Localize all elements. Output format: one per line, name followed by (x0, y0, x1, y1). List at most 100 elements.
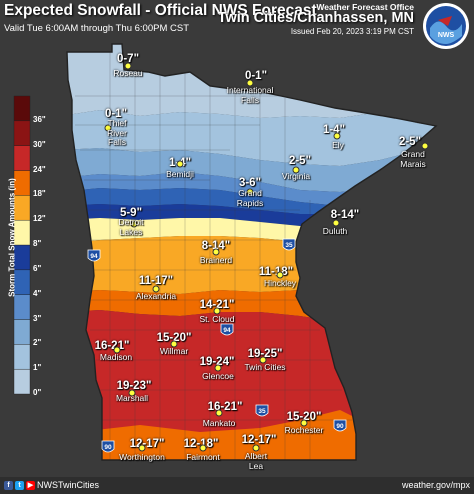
website-link[interactable]: weather.gov/mpx (401, 480, 470, 490)
city-dot (332, 219, 340, 227)
youtube-icon[interactable]: ▶ (26, 480, 35, 490)
snow-amount-label: 0-1" (104, 108, 128, 120)
snow-amount-label: 12-18" (184, 438, 219, 450)
city-label: Mankato (202, 418, 236, 428)
city-dot (213, 307, 221, 315)
snow-amount-label: 12-17" (129, 438, 165, 450)
city-dot (176, 160, 184, 168)
nws-logo-text: NWS (438, 32, 455, 39)
city-label: Albert Lea (244, 451, 268, 471)
snow-amount-label: 19-24" (199, 356, 235, 368)
legend-label: 30" (33, 139, 46, 149)
snow-amount-label: 8-14" (201, 240, 231, 252)
city-label: Twin Cities (244, 362, 286, 372)
city-dot (333, 132, 341, 140)
city-label: Glencoe (202, 371, 234, 381)
legend-label: 12" (33, 214, 46, 224)
snow-amount-label: 5-9" (119, 207, 143, 219)
city-label: Willmar (159, 346, 189, 356)
interstate-shield: 35 (282, 238, 296, 251)
city-label: Rochester (284, 425, 324, 435)
legend-title: Storm Total Snow Amounts (in) (7, 178, 17, 297)
valid-period: Valid Tue 6:00AM through Thu 6:00PM CST (4, 23, 189, 34)
city-dot (128, 389, 136, 397)
snow-amount-label: 2-5" (398, 136, 422, 148)
city-label: Bemidji (166, 169, 194, 179)
city-dot (246, 79, 254, 87)
legend-label: 3" (33, 313, 42, 323)
legend-swatch (13, 319, 31, 345)
city-label: Virginia (281, 171, 311, 181)
snow-zone-2-3 (67, 148, 436, 192)
city-label: Grand Marais (400, 149, 426, 169)
snow-amount-label: 0-7" (116, 53, 140, 65)
svg-text:94: 94 (90, 253, 98, 260)
city-dot (292, 166, 300, 174)
legend-label: 2" (33, 338, 42, 348)
twitter-icon[interactable]: t (15, 480, 24, 490)
snow-amount-label: 16-21" (207, 401, 243, 413)
city-label: Roseau (113, 68, 143, 78)
legend-label: 8" (33, 239, 42, 248)
interstate-shield: 35 (255, 404, 269, 417)
city-dot (170, 340, 178, 348)
city-dot (130, 220, 138, 228)
city-dot (276, 271, 284, 279)
interstate-shield: 94 (220, 323, 234, 336)
legend-swatch (13, 344, 31, 370)
city-label: Brainerd (199, 255, 233, 265)
svg-text:90: 90 (336, 423, 344, 430)
legend-label: 6" (33, 263, 42, 273)
city-label: Marshall (115, 393, 149, 403)
svg-text:35: 35 (258, 408, 266, 415)
interstate-shield: 94 (87, 249, 101, 262)
svg-text:35: 35 (285, 242, 293, 249)
city-dot (152, 285, 160, 293)
legend-label: 24" (33, 164, 46, 174)
snow-amount-label: 19-25" (247, 348, 283, 360)
city-dot (252, 444, 260, 452)
city-dot (259, 356, 267, 364)
snow-amount-label: 11-18" (258, 266, 294, 278)
snow-amount-label: 19-23" (116, 380, 152, 392)
legend-swatch (13, 95, 31, 122)
snow-zone-1-2 (67, 110, 436, 166)
snow-amount-label: 16-21" (94, 340, 130, 352)
city-dot (199, 444, 207, 452)
footer-bar (0, 477, 474, 494)
snow-amount-label: 12-17" (241, 434, 277, 446)
city-dot (214, 364, 222, 372)
facebook-icon[interactable]: f (4, 480, 13, 490)
city-label: St. Cloud (199, 314, 235, 324)
snow-amount-label: 11-17" (138, 275, 174, 287)
city-dot (246, 188, 254, 196)
legend-label: 1" (33, 363, 42, 373)
interstate-shield: 90 (101, 440, 115, 453)
city-dot (421, 142, 429, 150)
legend-label: 4" (33, 288, 42, 298)
city-label: Duluth (322, 226, 348, 236)
city-label: Hinckley (263, 278, 297, 288)
city-label: Thief River Falls (107, 118, 127, 147)
social-handle: f t ▶ NWSTwinCities (4, 480, 99, 490)
city-label: Worthington (119, 452, 165, 462)
city-dot (113, 346, 121, 354)
city-label: Madison (99, 352, 133, 362)
map-title: Expected Snowfall - Official NWS Forecas… (4, 2, 317, 19)
snow-amount-label: 14-21" (199, 299, 235, 311)
office-label: Weather Forecast Office (316, 2, 414, 12)
city-dot (104, 124, 112, 132)
issued-time: Issued Feb 20, 2023 3:19 PM CST (290, 27, 414, 36)
legend-label: 0" (33, 388, 42, 397)
snow-amount-label: 0-1" (244, 70, 268, 82)
city-dot (300, 419, 308, 427)
nws-logo: NWS (423, 3, 469, 49)
svg-text:90: 90 (104, 444, 112, 451)
city-label: Ely (332, 140, 344, 150)
legend-label: 36" (33, 114, 46, 124)
snow-amount-label: 15-20" (286, 411, 322, 423)
city-dot (215, 409, 223, 417)
snowfall-legend (13, 95, 31, 395)
social-handle-text[interactable]: NWSTwinCities (37, 480, 100, 490)
